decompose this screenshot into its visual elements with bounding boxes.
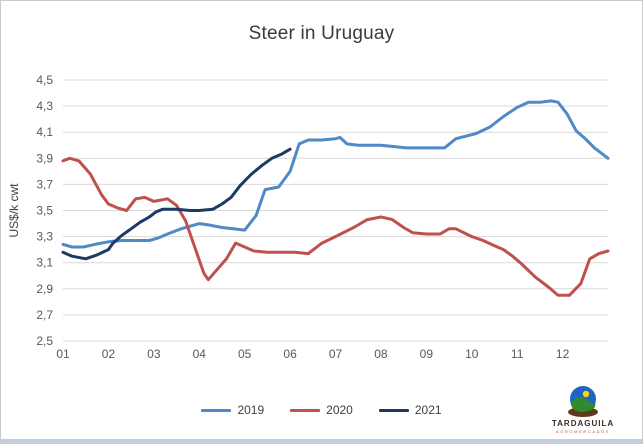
- y-tick-2,5: 2,5: [36, 334, 53, 348]
- legend-item-2020: 2020: [290, 403, 353, 417]
- legend-swatch-2021: [378, 408, 409, 412]
- tardaguila-logo-subtitle: AGROMERCADOS: [555, 429, 611, 434]
- x-tick-03: 03: [147, 347, 161, 361]
- series-line-2019: [61, 99, 610, 249]
- y-tick-2,7: 2,7: [36, 308, 53, 322]
- y-tick-4,3: 4,3: [36, 99, 53, 113]
- series-line-2020: [61, 156, 610, 297]
- x-tick-04: 04: [193, 347, 207, 361]
- tardaguila-logo-name: TARDAGUILA: [551, 419, 615, 428]
- legend-swatch-2020: [290, 408, 321, 412]
- x-tick-02: 02: [102, 347, 116, 361]
- x-tick-07: 07: [329, 347, 343, 361]
- y-axis-title: US$/k cwt: [7, 183, 21, 238]
- legend-label-2019: 2019: [237, 403, 265, 417]
- tardaguila-logo-icon: [568, 386, 598, 417]
- y-tick-3,7: 3,7: [36, 177, 53, 191]
- bottom-strip: [1, 439, 642, 443]
- tardaguila-logo: TARDAGUILA AGROMERCADOS: [540, 384, 626, 434]
- x-tick-01: 01: [56, 347, 70, 361]
- legend-swatch-2019: [201, 408, 232, 412]
- y-tick-3,5: 3,5: [36, 204, 53, 218]
- legend: 2019 2020 2021: [1, 403, 642, 417]
- legend-label-2021: 2021: [414, 403, 442, 417]
- y-tick-2,9: 2,9: [36, 282, 53, 296]
- x-tick-06: 06: [283, 347, 297, 361]
- chart-title: Steer in Uruguay: [248, 23, 395, 44]
- x-tick-05: 05: [238, 347, 252, 361]
- y-tick-4,5: 4,5: [36, 73, 53, 87]
- legend-item-2019: 2019: [201, 403, 264, 417]
- x-tick-11: 11: [511, 347, 524, 361]
- y-tick-3,9: 3,9: [36, 151, 53, 165]
- series-line-2021: [61, 147, 292, 261]
- y-tick-3,1: 3,1: [36, 256, 53, 270]
- legend-label-2020: 2020: [326, 403, 353, 417]
- x-tick-10: 10: [465, 347, 479, 361]
- x-tick-12: 12: [556, 347, 570, 361]
- x-tick-09: 09: [420, 347, 434, 361]
- legend-item-2021: 2021: [378, 403, 442, 417]
- x-tick-08: 08: [374, 347, 388, 361]
- y-tick-4,1: 4,1: [36, 125, 53, 139]
- y-tick-3,3: 3,3: [36, 230, 53, 244]
